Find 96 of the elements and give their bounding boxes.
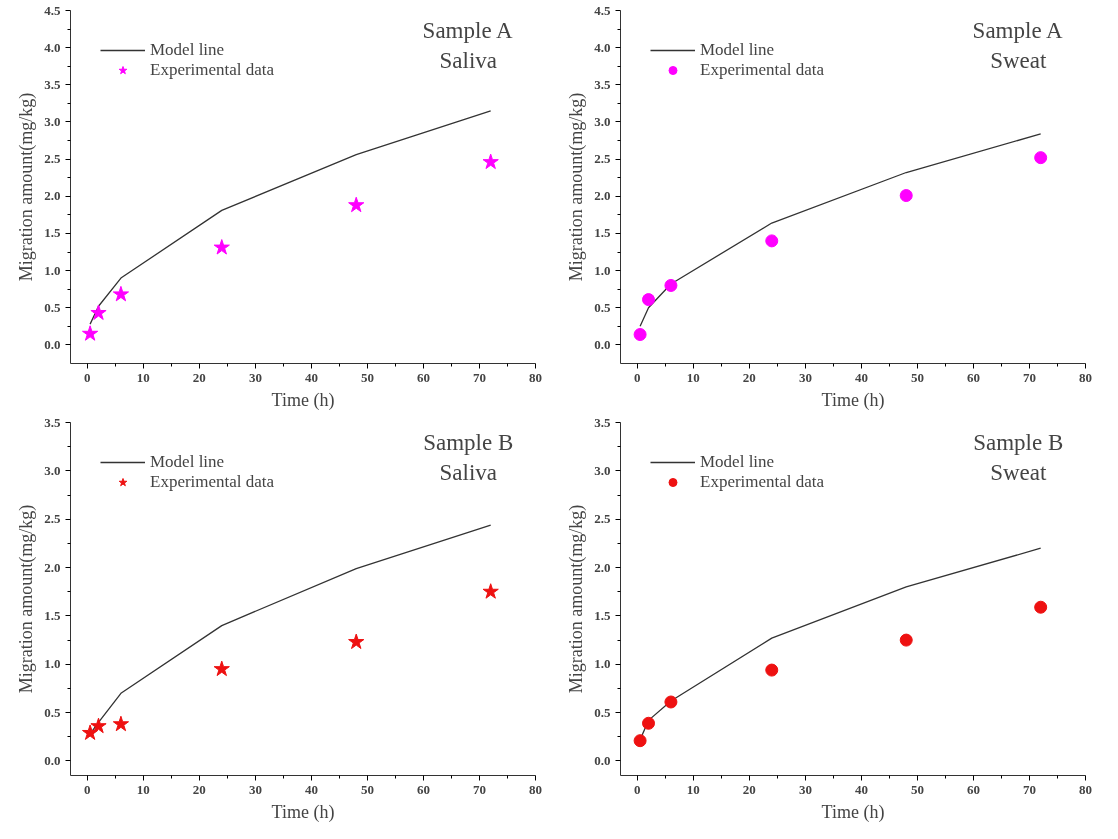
x-tick-label: 20 [742,781,756,797]
y-tick-label: 3.5 [44,414,61,430]
y-tick-label: 3.5 [44,76,61,92]
text: Sweat [990,459,1047,485]
legend-label: Experimental data [150,472,275,492]
x-tick-label: 20 [192,369,206,385]
y-tick-label: 3.0 [44,462,61,478]
x-tick-label: 0 [634,781,641,797]
y-tick-label: 3.0 [44,113,61,129]
x-tick-label: 70 [1022,369,1036,385]
x-tick-label: 50 [360,369,374,385]
x-tick-label: 40 [304,781,318,797]
y-tick-label: 1.5 [44,225,61,241]
y-axis-title: Migration amount(mg/kg) [566,504,588,694]
x-tick-label: 50 [910,781,924,797]
text: Sweat [990,47,1047,73]
y-tick-label: 0.0 [44,336,61,352]
chart-title: Sample B [973,429,1064,455]
y-tick-label: 3.0 [594,113,611,129]
x-tick-label: 30 [248,781,262,797]
x-tick-label: 80 [529,369,542,385]
y-tick-label: 2.5 [594,511,611,527]
y-axis-title: Migration amount(mg/kg) [16,92,38,282]
y-tick-label: 2.5 [44,151,61,167]
text: Saliva [439,47,498,73]
legend-label: Experimental data [700,472,825,492]
y-tick-label: 0.5 [44,299,61,315]
x-tick-label: 40 [304,369,318,385]
x-tick-label: 50 [360,781,374,797]
y-tick-label: 0.0 [594,336,611,352]
x-tick-label: 80 [1079,369,1092,385]
x-tick-label: 60 [416,781,430,797]
y-tick-label: 2.0 [44,188,61,204]
y-axis-title: Migration amount(mg/kg) [566,92,588,282]
legend-label: Experimental data [700,60,825,80]
y-tick-label: 0.0 [594,752,611,768]
y-tick-label: 0.5 [594,299,611,315]
x-axis-title: Time (h) [271,801,335,823]
y-axis-title: Migration amount(mg/kg) [16,504,38,694]
y-tick-label: 0.5 [44,704,61,720]
y-tick-label: 2.5 [44,511,61,527]
x-tick-label: 10 [136,781,150,797]
x-tick-label: 30 [798,369,812,385]
x-tick-label: 10 [686,781,700,797]
y-tick-label: 3.5 [594,414,611,430]
legend-label: Experimental data [150,60,275,80]
y-tick-label: 1.0 [594,262,611,278]
x-tick-label: 30 [248,369,262,385]
x-tick-label: 70 [1022,781,1036,797]
x-axis-title: Time (h) [821,389,885,411]
y-tick-label: 1.0 [44,262,61,278]
legend-label: Model line [700,452,775,472]
legend-label: Model line [150,452,225,472]
x-tick-label: 70 [472,781,486,797]
y-tick-label: 1.5 [594,225,611,241]
text: Saliva [439,459,498,485]
x-tick-label: 80 [1079,781,1092,797]
x-tick-label: 10 [686,369,700,385]
legend-label: Model line [700,40,775,60]
y-tick-label: 2.0 [44,559,61,575]
chart-title: Sample A [972,17,1064,43]
y-tick-label: 1.0 [44,656,61,672]
y-tick-label: 2.5 [594,151,611,167]
x-tick-label: 20 [742,369,756,385]
x-tick-label: 0 [84,781,91,797]
x-axis-title: Time (h) [271,389,335,411]
y-tick-label: 1.5 [44,607,61,623]
x-tick-label: 60 [966,781,980,797]
legend-label: Model line [150,40,225,60]
chart-title: Sample A [422,17,514,43]
chart-title: Sample B [423,429,514,455]
y-tick-label: 2.0 [594,188,611,204]
x-axis-title: Time (h) [821,801,885,823]
y-tick-label: 3.5 [594,76,611,92]
y-tick-label: 0.5 [594,704,611,720]
y-tick-label: 4.0 [44,39,61,55]
y-tick-label: 4.0 [594,39,611,55]
y-tick-label: 3.0 [594,462,611,478]
y-tick-label: 1.5 [594,607,611,623]
x-tick-label: 30 [798,781,812,797]
y-tick-label: 0.0 [44,752,61,768]
x-tick-label: 40 [854,781,868,797]
x-tick-label: 0 [84,369,91,385]
x-tick-label: 70 [472,369,486,385]
x-tick-label: 10 [136,369,150,385]
x-tick-label: 80 [529,781,542,797]
y-tick-label: 4.5 [44,2,61,18]
x-tick-label: 40 [854,369,868,385]
x-tick-label: 60 [966,369,980,385]
y-tick-label: 2.0 [594,559,611,575]
y-tick-label: 1.0 [594,656,611,672]
x-tick-label: 0 [634,369,641,385]
x-tick-label: 60 [416,369,430,385]
x-tick-label: 50 [910,369,924,385]
x-tick-label: 20 [192,781,206,797]
y-tick-label: 4.5 [594,2,611,18]
